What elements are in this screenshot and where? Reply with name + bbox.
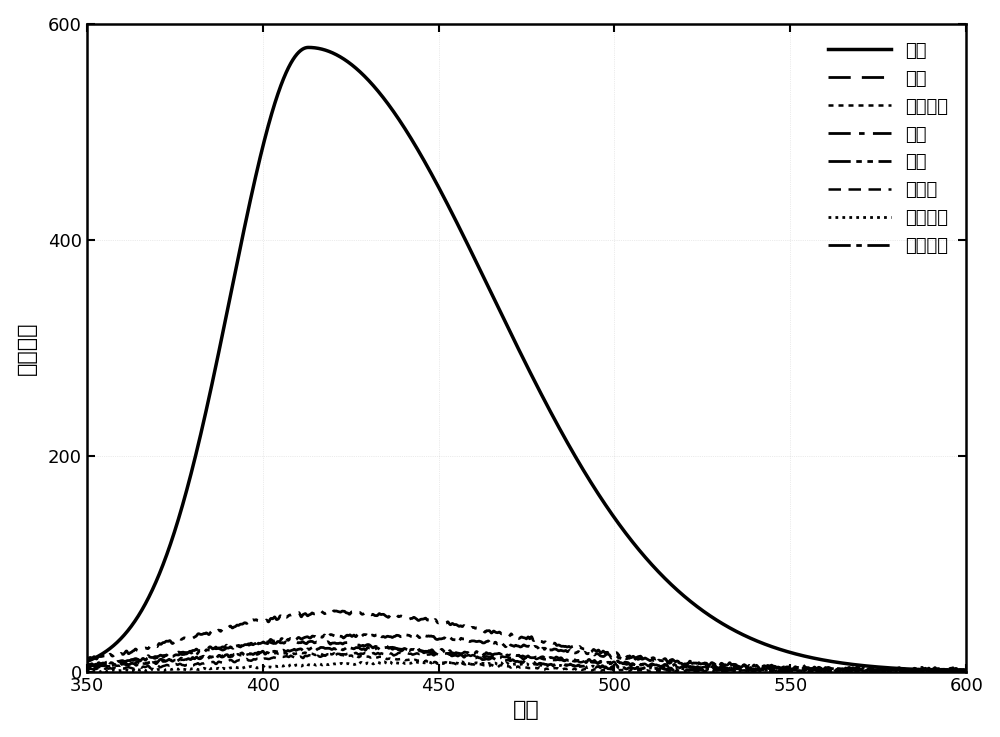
二氯甲烷 xyxy=(880,668,892,677)
Line: 乙酸乙酯: 乙酸乙酯 xyxy=(87,647,966,671)
Line: 甲醇: 甲醇 xyxy=(87,47,966,671)
乙醇 xyxy=(944,666,956,675)
乙腔 xyxy=(81,663,93,671)
丙酮 xyxy=(233,621,245,629)
正己烷 xyxy=(382,648,394,657)
四氢呗嗄 xyxy=(81,667,93,676)
乙醇 xyxy=(181,648,193,657)
乙醇 xyxy=(418,649,430,657)
乙酸乙酯 xyxy=(944,664,956,673)
乙醇 xyxy=(925,668,937,677)
正己烷 xyxy=(867,668,879,677)
丙酮 xyxy=(418,614,430,623)
正己烷 xyxy=(960,665,972,674)
丙酮 xyxy=(456,622,468,631)
Line: 丙酮: 丙酮 xyxy=(87,610,966,672)
丙酮 xyxy=(858,668,870,677)
Line: 正己烷: 正己烷 xyxy=(87,652,966,672)
二氯甲烷 xyxy=(849,666,861,674)
四氢呗嗄 xyxy=(960,666,972,675)
乙醇 xyxy=(233,641,245,650)
乙腔 xyxy=(181,649,193,658)
二氯甲烷 xyxy=(261,648,273,657)
X-axis label: 波长: 波长 xyxy=(513,700,540,720)
乙酸乙酯 xyxy=(418,647,430,656)
乙醇 xyxy=(81,660,93,668)
甲醇 xyxy=(81,657,93,666)
丙酮 xyxy=(81,656,93,665)
甲醇 xyxy=(418,156,430,165)
乙腔 xyxy=(944,665,956,674)
乙酸乙酯 xyxy=(181,654,193,663)
乙酸乙酯 xyxy=(960,666,972,674)
Line: 二氯甲烷: 二氯甲烷 xyxy=(87,652,966,672)
正己烷 xyxy=(849,666,861,675)
正己烷 xyxy=(418,650,430,659)
四氢呗嗄 xyxy=(181,666,193,674)
甲醇 xyxy=(302,43,314,52)
乙酸乙酯 xyxy=(233,650,245,659)
乙酸乙酯 xyxy=(81,660,93,669)
甲醇 xyxy=(456,229,468,238)
二氯甲烷 xyxy=(418,657,430,666)
Line: 乙醇: 乙醇 xyxy=(87,641,966,672)
甲醇 xyxy=(849,660,861,669)
乙腔 xyxy=(849,666,861,674)
Line: 乙腔: 乙腔 xyxy=(87,635,966,671)
二氯甲烷 xyxy=(81,664,93,673)
四氢呗嗄 xyxy=(819,668,831,677)
正己烷 xyxy=(944,666,956,674)
乙腔 xyxy=(233,642,245,651)
乙酸乙酯 xyxy=(894,667,906,676)
四氢呗嗄 xyxy=(944,666,956,675)
乙醇 xyxy=(305,637,317,646)
二氯甲烷 xyxy=(944,666,956,675)
乙酸乙酯 xyxy=(849,666,861,674)
乙腔 xyxy=(960,665,972,674)
甲醇 xyxy=(181,485,193,494)
乙腔 xyxy=(418,632,430,640)
甲醇 xyxy=(233,248,245,257)
四氢呗嗄 xyxy=(456,657,468,666)
乙醇 xyxy=(849,665,861,674)
正己烷 xyxy=(181,660,193,669)
乙醇 xyxy=(456,652,468,660)
乙醇 xyxy=(960,666,972,675)
丙酮 xyxy=(181,634,193,643)
乙腔 xyxy=(373,630,385,639)
丙酮 xyxy=(849,664,861,673)
正己烷 xyxy=(233,656,245,665)
丙酮 xyxy=(960,666,972,674)
二氯甲烷 xyxy=(456,659,468,668)
乙酸乙酯 xyxy=(341,643,353,652)
二氯甲烷 xyxy=(181,654,193,663)
二氯甲烷 xyxy=(233,651,245,660)
丙酮 xyxy=(315,606,327,615)
正己烷 xyxy=(81,664,93,673)
乙腔 xyxy=(921,667,933,676)
正己烷 xyxy=(456,652,468,660)
Line: 四氢呗嗄: 四氢呗嗄 xyxy=(87,662,966,672)
乙腔 xyxy=(456,635,468,643)
甲醇 xyxy=(960,666,972,675)
丙酮 xyxy=(944,667,956,676)
甲醇 xyxy=(943,666,955,675)
乙酸乙酯 xyxy=(456,649,468,658)
二氯甲烷 xyxy=(960,666,972,674)
四氢呗嗄 xyxy=(378,657,390,666)
四氢呗嗄 xyxy=(418,658,430,667)
Legend: 甲醇, 乙醇, 二氯甲烷, 丙酮, 乙腔, 正己烷, 四氢呗嗄, 乙酸乙酯: 甲醇, 乙醇, 二氯甲烷, 丙酮, 乙腔, 正己烷, 四氢呗嗄, 乙酸乙酯 xyxy=(819,32,957,265)
Y-axis label: 荧光强度: 荧光强度 xyxy=(17,321,37,374)
四氢呗嗄 xyxy=(233,663,245,672)
四氢呗嗄 xyxy=(849,667,861,676)
